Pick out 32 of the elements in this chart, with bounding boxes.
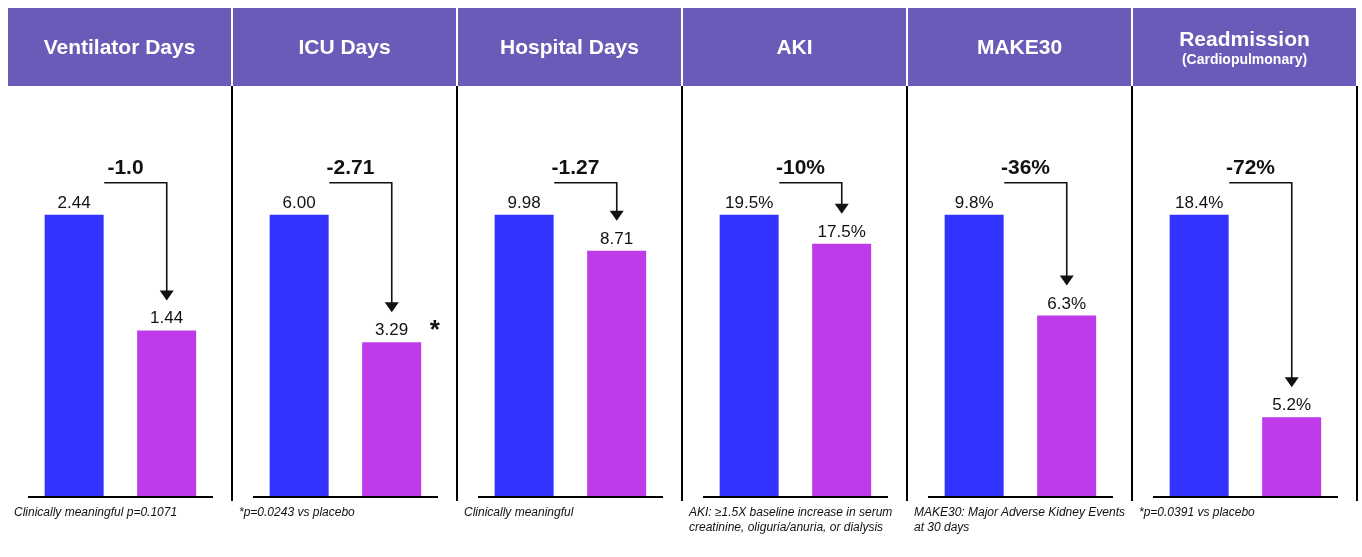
chart-title: Hospital Days bbox=[500, 35, 639, 59]
data-label: 6.3% bbox=[1047, 293, 1087, 313]
data-label: 6.00 bbox=[282, 192, 316, 212]
data-label: 9.8% bbox=[954, 192, 994, 212]
text: *p=0.0391 vs placebo bbox=[1139, 505, 1256, 520]
text: Clinically meaningful bbox=[464, 505, 575, 520]
data-label: 19.5% bbox=[725, 192, 774, 212]
data-label: 9.98 bbox=[507, 192, 541, 212]
chart-title: Ventilator Days bbox=[43, 35, 196, 59]
text: Clinically meaningful p=0.1071 bbox=[14, 505, 179, 520]
text: -1.0 bbox=[107, 154, 144, 178]
text: MAKE30: Major Adverse Kidney Events at 30 days bbox=[914, 505, 1126, 535]
text: -1.27 bbox=[551, 154, 600, 178]
annotation: * bbox=[429, 314, 441, 345]
data-label: 2.44 bbox=[57, 192, 91, 212]
text: AKI: ≥1.5X baseline increase in serum creatinine, oliguria/anuria, or dialysis bbox=[689, 505, 894, 535]
text: -72% bbox=[1225, 154, 1276, 178]
data-label: 5.2% bbox=[1272, 395, 1312, 415]
text: -36% bbox=[1000, 154, 1051, 178]
chart-title: AKI bbox=[776, 35, 813, 59]
data-label: 18.4% bbox=[1175, 192, 1224, 212]
data-label: 17.5% bbox=[817, 221, 866, 241]
data-label: 3.29 bbox=[375, 320, 409, 340]
chart-title: Readmission bbox=[1179, 27, 1310, 51]
data-label: 8.71 bbox=[600, 228, 634, 248]
text: *p=0.0243 vs placebo bbox=[239, 505, 356, 520]
text: -10% bbox=[775, 154, 826, 178]
chart-title: ICU Days bbox=[298, 35, 391, 59]
chart-subtitle: (Cardiopulmonary) bbox=[1181, 51, 1308, 67]
chart-title: MAKE30 bbox=[976, 35, 1063, 59]
data-label: 1.44 bbox=[150, 308, 184, 328]
text: -2.71 bbox=[326, 154, 375, 178]
